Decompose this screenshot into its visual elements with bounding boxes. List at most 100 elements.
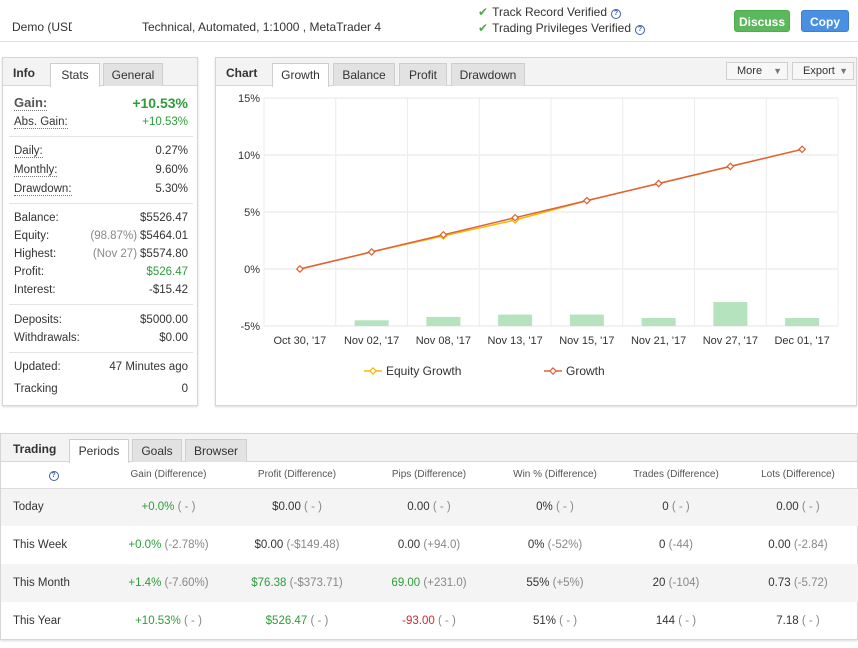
trades-value: 144 [655, 615, 676, 627]
tab-balance[interactable]: Balance [333, 63, 395, 86]
tab-periods[interactable]: Periods [69, 439, 129, 463]
x-tick-label: Nov 27, '17 [703, 335, 758, 347]
lots-value: 7.18 [776, 615, 799, 627]
help-icon[interactable]: ? [635, 25, 646, 35]
gain-value: +0.0% [128, 539, 162, 551]
table-row: This Week +0.0% (-2.78%) $0.00 (-$149.48) 0… [1, 526, 858, 564]
column-header-trades: Trades (Difference) [615, 462, 737, 489]
check-icon: ✔ [478, 5, 489, 19]
tab-stats[interactable]: Stats [50, 63, 100, 87]
lots-cell: 0.73 (-5.72) [737, 564, 858, 602]
tab-drawdown[interactable]: Drawdown [451, 63, 525, 86]
track-record-verified: ✔ Track Record Verified? [478, 5, 621, 19]
gain-value: +1.4% [128, 577, 162, 589]
divider [9, 352, 193, 353]
lots-cell: 0.00 (-2.84) [737, 526, 858, 564]
period-cell: This Year [13, 615, 61, 627]
tab-profit[interactable]: Profit [399, 63, 447, 86]
help-icon[interactable]: ? [48, 470, 59, 481]
daily-value: 0.27% [155, 145, 188, 157]
help-icon[interactable]: ? [611, 9, 621, 19]
data-point [295, 265, 304, 273]
table-row: Today +0.0% ( - ) $0.00 ( - ) 0.00 ( - ) 0% … [1, 488, 858, 526]
trades-cell: 0 ( - ) [615, 488, 737, 526]
chart-panel-header: Chart Growth Balance Profit Drawdown Mor… [216, 58, 856, 87]
bar [498, 314, 533, 326]
pips-cell: 0.00 (+94.0) [363, 526, 495, 564]
lots-cell: 7.18 ( - ) [737, 602, 858, 640]
trades-difference: (-104) [668, 577, 700, 589]
profit-value: $526.47 [265, 615, 308, 627]
monthly-label: Monthly: [14, 164, 58, 177]
x-tick-label: Nov 21, '17 [631, 335, 686, 347]
lots-difference: (-2.84) [793, 539, 828, 551]
column-header-lots: Lots (Difference) [737, 462, 858, 489]
export-label: Export [803, 65, 835, 77]
account-header: Demo (USD Technical, Automated, 1:1000 ,… [0, 0, 858, 42]
data-point [439, 230, 448, 239]
lots-value: 0.73 [768, 577, 791, 589]
check-icon: ✔ [478, 21, 489, 35]
win-cell: 0% (-52%) [495, 526, 615, 564]
y-tick-label: 5% [244, 207, 260, 219]
export-dropdown[interactable]: Export ▼ [792, 62, 854, 80]
lots-value: 0.00 [768, 539, 791, 551]
x-tick-label: Nov 15, '17 [559, 335, 614, 347]
tab-general[interactable]: General [103, 63, 163, 86]
tab-growth[interactable]: Growth [272, 63, 329, 87]
trades-value: 20 [652, 577, 666, 589]
equity-label: Equity: [14, 230, 50, 242]
tab-browser[interactable]: Browser [185, 439, 247, 462]
y-tick-label: 0% [244, 264, 260, 276]
drawdown-label: Drawdown: [14, 183, 72, 196]
profit-cell: $526.47 ( - ) [231, 602, 363, 640]
pips-difference: ( - ) [437, 615, 456, 627]
trades-cell: 0 (-44) [615, 526, 737, 564]
win-value: 51% [532, 615, 556, 627]
copy-button[interactable]: Copy [801, 10, 849, 32]
trades-value: 0 [659, 539, 666, 551]
gain-cell: +1.4% (-7.60%) [106, 564, 231, 602]
column-header-win: Win % (Difference) [495, 462, 615, 489]
profit-difference: ( - ) [304, 501, 322, 514]
interest-label: Interest: [14, 284, 56, 296]
trading-panel-header: Trading Periods Goals Browser [1, 434, 857, 463]
tab-goals[interactable]: Goals [132, 439, 182, 462]
account-number-redacted [72, 18, 138, 32]
interest-value: -$15.42 [148, 284, 188, 296]
trading-title: Trading [13, 442, 57, 456]
gain-difference: ( - ) [184, 615, 202, 627]
win-value: 55% [526, 577, 550, 589]
x-tick-label: Nov 02, '17 [344, 335, 399, 347]
pips-value: 0.00 [397, 539, 421, 551]
balance-value: $5526.47 [140, 212, 188, 224]
chevron-down-icon: ▼ [839, 66, 848, 76]
trades-difference: (-44) [668, 539, 693, 551]
deposits-label: Deposits: [14, 314, 62, 326]
profit-difference: ( - ) [310, 615, 329, 627]
win-difference: ( - ) [559, 615, 578, 627]
lots-difference: ( - ) [801, 501, 820, 514]
trades-value: 0 [662, 501, 669, 514]
withdrawals-value: $0.00 [159, 332, 188, 344]
data-point [582, 196, 591, 205]
drawdown-value: 5.30% [155, 183, 188, 195]
pips-value: -93.00 [402, 615, 435, 627]
lots-difference: ( - ) [801, 615, 820, 627]
abs-gain-value: +10.53% [142, 116, 188, 128]
discuss-button[interactable]: Discuss [734, 10, 790, 32]
profit-label: Profit: [14, 266, 45, 278]
profit-value: $0.00 [254, 539, 284, 551]
profit-cell: $76.38 (-$373.71) [231, 564, 363, 602]
x-tick-label: Oct 30, '17 [273, 335, 326, 347]
win-cell: 51% ( - ) [495, 602, 615, 640]
trading-privileges-label: Trading Privileges Verified [492, 21, 632, 35]
more-dropdown[interactable]: More ▼ [726, 62, 788, 80]
gain-value: +10.53% [135, 615, 181, 627]
bar [713, 302, 748, 326]
track-record-label: Track Record Verified [492, 5, 607, 19]
pips-cell: 0.00 ( - ) [363, 488, 495, 526]
lots-cell: 0.00 ( - ) [737, 488, 858, 526]
divider [9, 203, 193, 204]
profit-cell: $0.00 (-$149.48) [231, 526, 363, 564]
